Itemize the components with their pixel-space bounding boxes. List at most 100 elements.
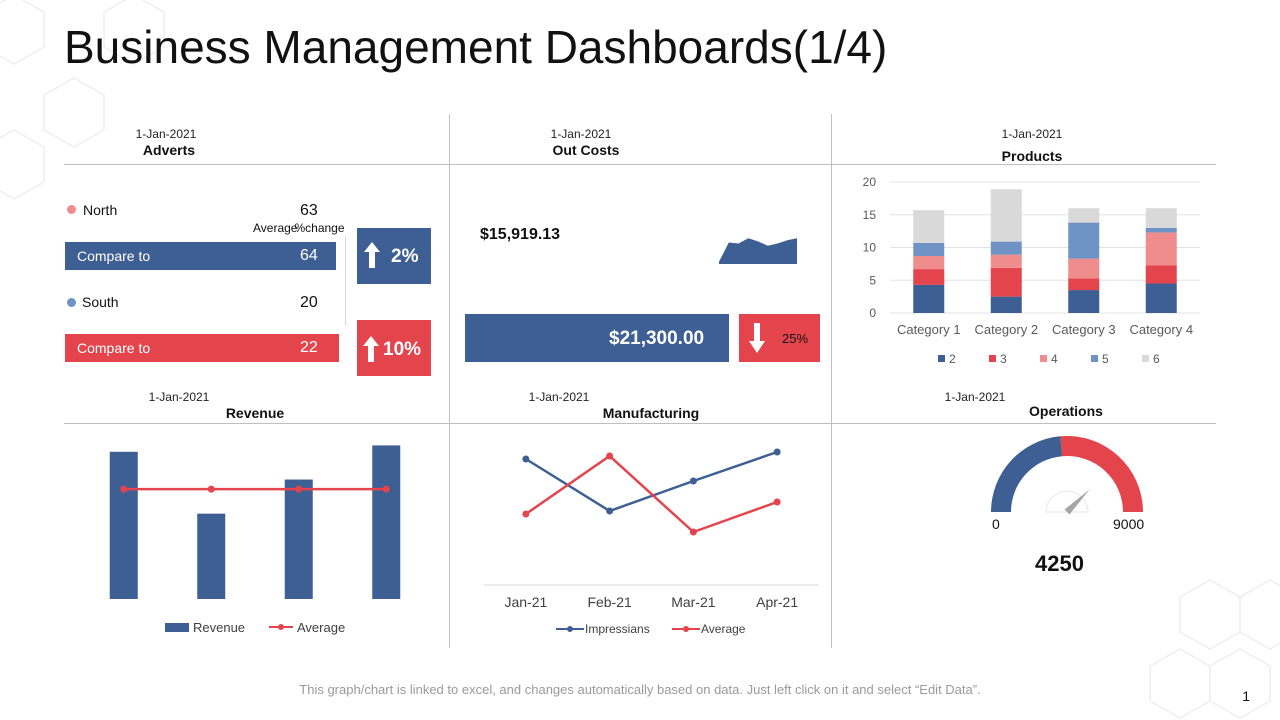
revenue-date: 1-Jan-2021 [148, 390, 210, 404]
y-tick-label: 15 [863, 208, 877, 222]
average-label: Average [253, 221, 298, 235]
page-number: 1 [1242, 688, 1250, 704]
page-title: Business Management Dashboards(1/4) [64, 21, 888, 73]
y-tick-label: 10 [863, 241, 877, 255]
divider-bottom-right [832, 423, 1216, 424]
operations-date: 1-Jan-2021 [944, 390, 1006, 404]
bar-segment [990, 241, 1022, 255]
average-change-label: Average%change [253, 221, 345, 235]
bar-segment [1145, 227, 1177, 233]
outcosts-sparkline [719, 238, 797, 264]
average-point [295, 485, 303, 493]
manufacturing-chart: Jan-21 Feb-21 Mar-21 Apr-21 Impressians Avera… [484, 448, 819, 636]
change-value-south: 10% [383, 339, 422, 360]
divider-top-right [832, 164, 1216, 165]
bar-segment [990, 267, 1022, 297]
change-box-south: 10% [357, 320, 431, 376]
series-point [606, 507, 614, 515]
bar-segment [913, 210, 945, 243]
gauge-filled-arc [991, 436, 1063, 512]
south-value: 20 [300, 294, 318, 311]
outcosts-amount-bar: $21,300.00 [465, 314, 729, 362]
bar-segment [913, 256, 945, 270]
x-tick-label: Category 2 [974, 322, 1038, 337]
compare-label-north: Compare to [77, 248, 151, 264]
legend-label-average: Average [297, 620, 345, 635]
bar-segment [1068, 222, 1100, 259]
bar-segment [990, 189, 1022, 242]
x-tick-label: Apr-21 [756, 594, 798, 610]
legend-marker [683, 626, 689, 632]
south-dot [67, 298, 76, 307]
series-point [773, 448, 781, 456]
series-point [522, 455, 530, 463]
legend-label: Average [701, 622, 746, 636]
north-label: North [83, 202, 118, 218]
arrow-up-icon [363, 336, 379, 362]
bar-segment [913, 284, 945, 313]
adverts-title: Adverts [142, 142, 196, 158]
revenue-bar [284, 479, 313, 599]
bar-segment [1145, 208, 1177, 228]
legend-label: 5 [1102, 352, 1109, 366]
legend-swatch [1040, 355, 1047, 362]
x-tick-label: Jan-21 [504, 594, 547, 610]
legend-label: 4 [1051, 352, 1058, 366]
compare-label-south: Compare to [77, 340, 151, 356]
products-title: Products [1001, 148, 1063, 164]
y-tick-label: 0 [869, 306, 876, 320]
compare-value-north: 64 [300, 247, 318, 264]
column-divider-1 [449, 114, 450, 648]
average-point [120, 485, 128, 493]
divider-top-left [64, 164, 450, 165]
gauge-min-label: 0 [992, 516, 1000, 532]
revenue-chart: Revenue Average [109, 445, 401, 635]
arrow-down-icon [749, 323, 765, 353]
x-tick-label: Category 4 [1129, 322, 1193, 337]
sparkline-area [719, 238, 797, 264]
revenue-title: Revenue [225, 405, 285, 421]
gauge-remaining-arc [1060, 436, 1143, 512]
manufacturing-title: Manufacturing [602, 405, 700, 421]
hexagon-pattern-bottom-right [1149, 579, 1280, 719]
footer-note: This graph/chart is linked to excel, and… [299, 682, 981, 697]
bar-segment [1145, 283, 1177, 313]
bar-segment [913, 242, 945, 257]
revenue-bar [109, 451, 138, 599]
outcosts-change: 25% [782, 331, 809, 346]
bar-segment [1145, 232, 1177, 266]
change-value-north: 2% [391, 246, 419, 267]
south-label: South [82, 294, 119, 310]
products-chart: 0 5 10 15 20 Category 1 Category 2 Category 3 Ca… [863, 175, 1200, 366]
legend-swatch [989, 355, 996, 362]
series-point [689, 528, 697, 536]
north-dot [67, 205, 76, 214]
x-tick-label: Category 1 [897, 322, 961, 337]
series-line [525, 454, 778, 534]
manufacturing-date: 1-Jan-2021 [528, 390, 590, 404]
series-line [525, 450, 778, 513]
arrow-up-icon [364, 242, 380, 268]
legend-marker-average [278, 624, 284, 630]
change-box-north: 2% [357, 228, 431, 284]
gauge-hub [1045, 490, 1089, 513]
compare-bar-south: Compare to 22 [65, 334, 339, 362]
divider-top-mid [450, 164, 832, 165]
legend-label: Impressians [585, 622, 650, 636]
bar-segment [1145, 265, 1177, 284]
outcosts-change-box: 25% [739, 314, 820, 362]
gauge-needle [1064, 489, 1090, 515]
bar-segment [1068, 258, 1100, 279]
compare-bar-north: Compare to 64 [65, 242, 336, 270]
gauge-max-label: 9000 [1113, 516, 1145, 532]
operations-gauge [991, 436, 1143, 515]
x-tick-label: Feb-21 [587, 594, 632, 610]
legend-swatch [938, 355, 945, 362]
series-point [606, 452, 614, 460]
bar-segment [1068, 290, 1100, 313]
adverts-date: 1-Jan-2021 [135, 127, 197, 141]
outcosts-amount1: $15,919.13 [480, 226, 561, 243]
bar-segment [990, 296, 1022, 313]
revenue-bar [197, 513, 226, 599]
compare-value-south: 22 [300, 339, 318, 356]
